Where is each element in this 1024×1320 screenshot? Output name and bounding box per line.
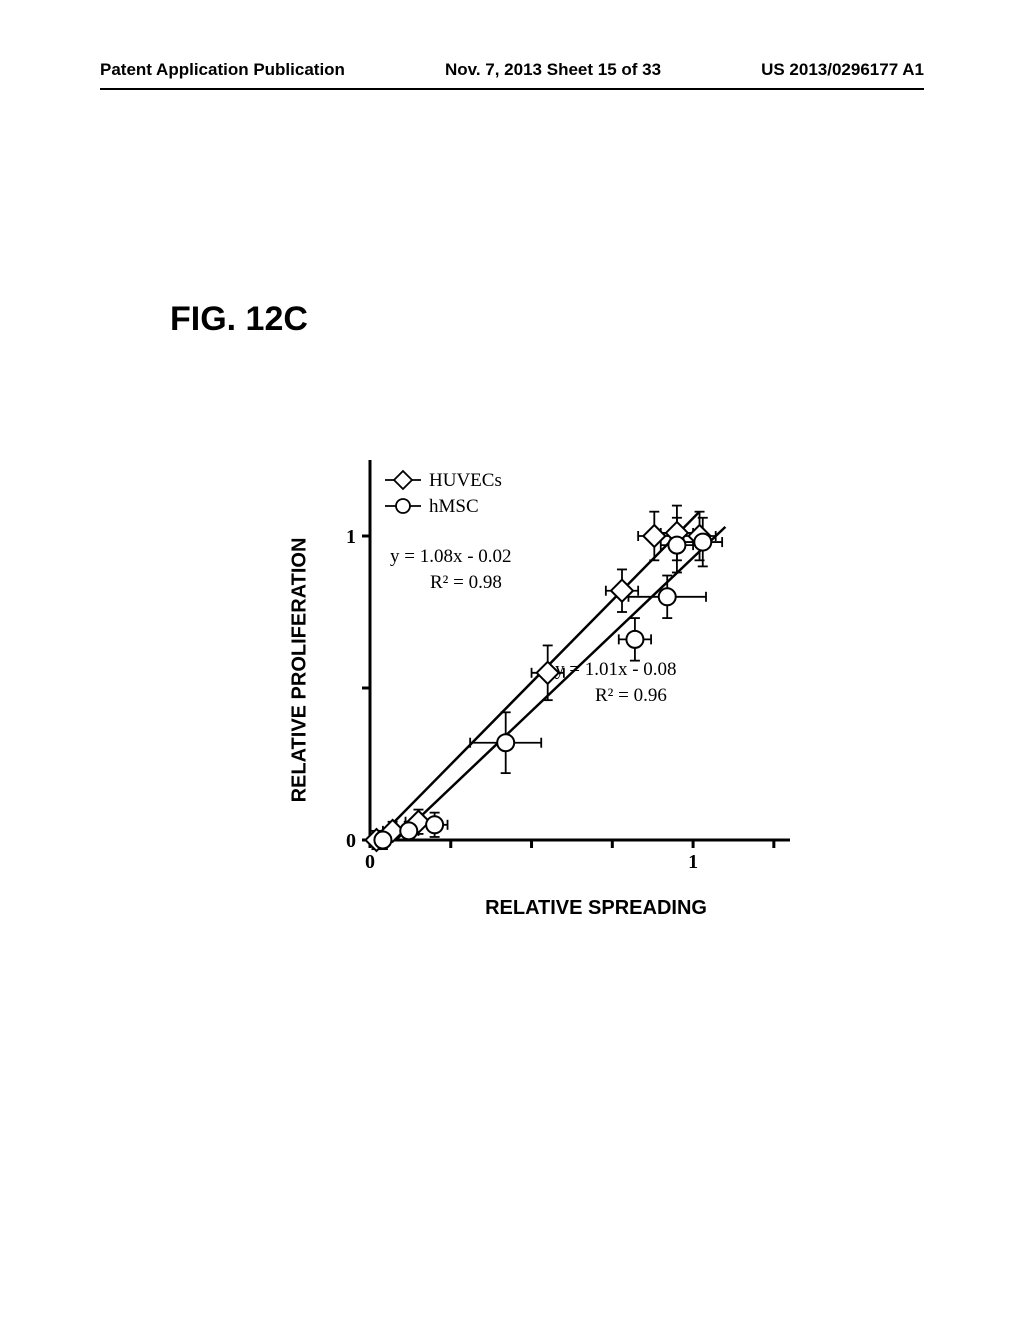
- header-left: Patent Application Publication: [100, 60, 345, 80]
- svg-text:HUVECs: HUVECs: [429, 470, 502, 491]
- header-right: US 2013/0296177 A1: [761, 60, 924, 80]
- svg-text:R² = 0.98: R² = 0.98: [430, 572, 502, 593]
- svg-text:y = 1.01x - 0.08: y = 1.01x - 0.08: [555, 659, 677, 680]
- svg-text:1: 1: [688, 851, 698, 873]
- svg-text:0: 0: [365, 851, 375, 873]
- x-axis-label: RELATIVE SPREADING: [485, 897, 707, 920]
- scatter-chart: RELATIVE PROLIFERATION 0101HUVECshMSCy =…: [310, 430, 830, 910]
- svg-text:1: 1: [346, 526, 356, 548]
- svg-text:hMSC: hMSC: [429, 496, 479, 517]
- svg-text:0: 0: [346, 830, 356, 852]
- patent-header: Patent Application Publication Nov. 7, 2…: [0, 60, 1024, 80]
- y-axis-label: RELATIVE PROLIFERATION: [289, 538, 312, 803]
- svg-text:R² = 0.96: R² = 0.96: [595, 685, 667, 706]
- header-center: Nov. 7, 2013 Sheet 15 of 33: [445, 60, 661, 80]
- figure-label: FIG. 12C: [170, 300, 308, 339]
- svg-text:y = 1.08x - 0.02: y = 1.08x - 0.02: [390, 546, 512, 567]
- chart-svg: 0 1 0 1 HUVECs hMSC y = 1.08x - 0.02 R² = 0.98 y…: [310, 430, 830, 910]
- header-rule: [100, 88, 924, 90]
